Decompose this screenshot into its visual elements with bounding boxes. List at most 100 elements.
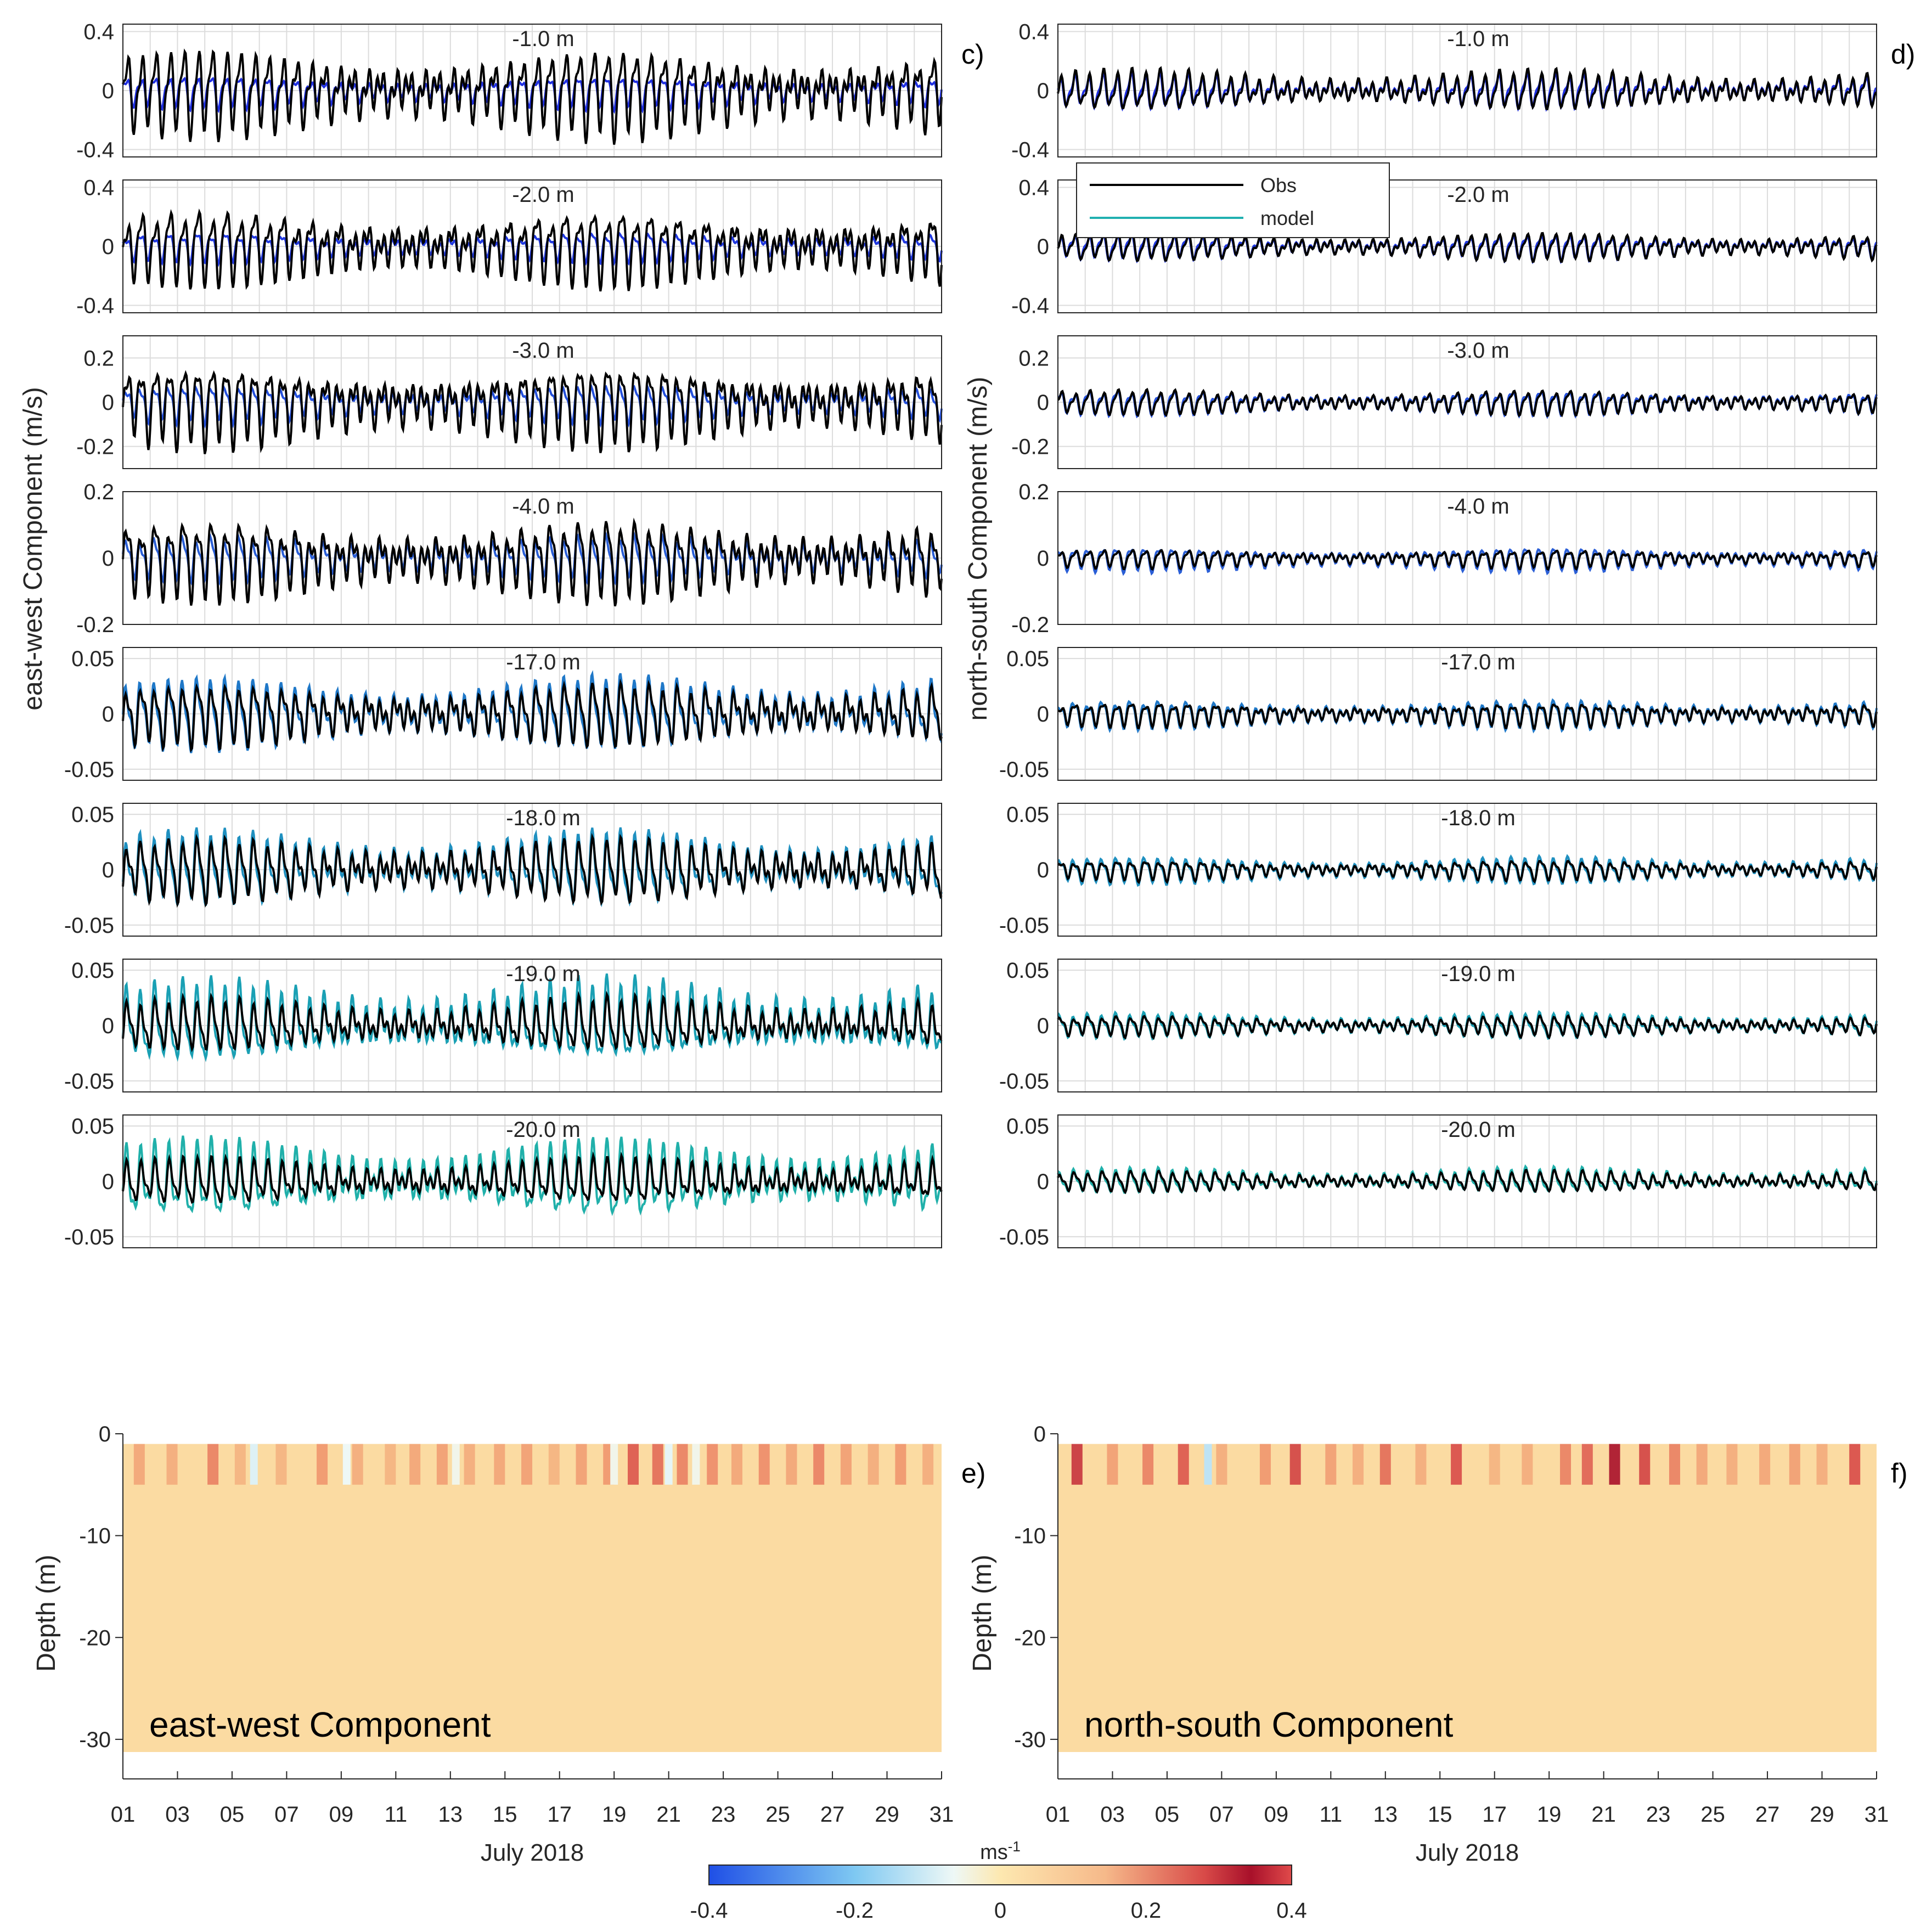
surface-peak-cell [731,1444,742,1485]
x-tick-label: 05 [220,1803,245,1827]
surface-peak-cell [1451,1444,1462,1485]
series-obs-line [1057,230,1878,263]
legend-obs-label: Obs [1260,174,1297,196]
surface-peak-cell [436,1444,448,1485]
surface-peak-cell [275,1444,287,1485]
surface-peak-cell [494,1444,505,1485]
surface-peak-cell [1325,1444,1337,1485]
y-tick-label: 0 [102,79,114,103]
surface-peak-cell [521,1444,533,1485]
heatmap-background [1058,1444,1877,1752]
y-tick-label: 0 [102,1170,114,1194]
subplot-ew-4: 0.05 0 -0.05 -17.0 m [64,647,943,782]
series-obs-line [122,517,943,607]
subplot-ns-1: 0.4 0 -0.4 -2.0 m [1011,176,1878,318]
surface-peak-cell [1178,1444,1189,1485]
y-tick-label: -0.2 [1011,435,1049,459]
plot-frame [122,335,942,469]
x-tick-label: 15 [493,1803,517,1827]
subplot-ew-7: 0.05 0 -0.05 -20.0 m [64,1114,943,1249]
depth-label: -17.0 m [1441,650,1516,674]
depth-label: -3.0 m [1447,339,1509,363]
subplot-ns-2: 0.2 0 -0.2 -3.0 m [1011,335,1878,469]
depth-label: -3.0 m [512,339,574,363]
colorbar-tick-label: 0 [994,1899,1006,1923]
x-tick-label: 05 [1155,1803,1180,1827]
y-tick-label: -20 [1014,1626,1046,1650]
y-tick-label: -0.05 [64,1225,114,1249]
heatmap-f-ylabel: Depth (m) [968,1554,997,1671]
y-tick-label: -0.4 [1011,294,1049,318]
surface-peak-cell [1522,1444,1533,1485]
subplot-ew-5: 0.05 0 -0.05 -18.0 m [64,803,943,938]
series-obs-line [1057,387,1878,418]
y-tick-label: 0 [1037,1014,1049,1038]
x-tick-label: 07 [1209,1803,1234,1827]
subplot-ew-3: 0.2 0 -0.2 -4.0 m [76,480,943,637]
x-tick-label: 17 [547,1803,572,1827]
surface-peak-cell [677,1444,688,1485]
depth-label: -4.0 m [512,494,574,519]
line-panels: 0.4 0 -0.4 -1.0 m 0.4 0 -0.4 -2.0 m 0.2 0 -0.2 -3.0… [64,20,1878,1249]
surface-trough-cell [692,1444,700,1485]
x-tick-label: 09 [329,1803,354,1827]
x-tick-label: 27 [820,1803,845,1827]
x-tick-label: 07 [274,1803,299,1827]
x-tick-label: 01 [1046,1803,1071,1827]
y-tick-label: 0.2 [83,346,114,370]
surface-peak-cell [707,1444,718,1485]
series-obs-line [1057,1014,1878,1040]
y-tick-label: 0 [1037,547,1049,571]
surface-peak-cell [1639,1444,1651,1485]
plot-frame [122,491,942,625]
plot-frame [122,647,942,781]
y-tick-label: -0.05 [64,914,114,938]
x-tick-label: 03 [165,1803,190,1827]
y-tick-label: -10 [79,1524,111,1548]
colorbar-tick-label: 0.4 [1276,1899,1307,1923]
subplot-ew-6: 0.05 0 -0.05 -19.0 m [64,959,943,1094]
y-tick-label: -0.05 [999,1225,1049,1249]
legend-model-label: model [1260,207,1314,229]
x-tick-label: 19 [1537,1803,1562,1827]
surface-peak-cell [1696,1444,1708,1485]
depth-label: -2.0 m [512,183,574,207]
surface-peak-cell [352,1444,363,1485]
plot-frame [1057,647,1877,781]
surface-peak-cell [1216,1444,1227,1485]
x-tick-label: 19 [602,1803,627,1827]
subplot-ns-5: 0.05 0 -0.05 -18.0 m [999,803,1878,938]
heatmap-e-ylabel: Depth (m) [32,1554,61,1671]
colorbar-gradient [708,1865,1292,1885]
heatmap-ew: 0 -10 -20 -30 01 03 05 07 09 11 13 15 17 19 21 23 25 27 29… [79,1422,954,1827]
surface-peak-cell [409,1444,421,1485]
surface-peak-cell [1415,1444,1427,1485]
surface-peak-cell [868,1444,879,1485]
y-tick-label: 0 [99,1422,111,1446]
plot-frame [1057,803,1877,937]
depth-label: -1.0 m [512,27,574,51]
y-tick-label: -0.4 [1011,138,1049,162]
y-tick-label: 0.05 [1006,959,1049,983]
surface-peak-cell [1726,1444,1738,1485]
colorbar-ticks: -0.4 -0.2 0 0.2 0.4 [690,1899,1307,1923]
heatmap-ns: 0 -10 -20 -30 01 03 05 07 09 11 13 15 17 19 21 23 25 27 29… [1014,1422,1889,1827]
x-tick-label: 13 [1373,1803,1398,1827]
surface-peak-cell [1759,1444,1771,1485]
x-tick-label: 15 [1428,1803,1452,1827]
x-tick-label: 09 [1264,1803,1289,1827]
surface-peak-cell [813,1444,825,1485]
surface-trough-cell [250,1444,258,1485]
subplot-ew-2: 0.2 0 -0.2 -3.0 m [76,335,943,469]
y-tick-label: 0.4 [1018,20,1049,44]
north-south-ylabel: north-south Component (m/s) [964,377,993,721]
x-tick-label: 31 [930,1803,954,1827]
series-obs-line [122,990,943,1052]
legend-box [1076,162,1390,238]
surface-trough-cell [1204,1444,1212,1485]
surface-peak-cell [576,1444,587,1485]
x-tick-label: 29 [1810,1803,1834,1827]
y-tick-label: 0.05 [1006,1114,1049,1139]
y-tick-label: -0.05 [999,914,1049,938]
x-tick-label: 23 [711,1803,736,1827]
